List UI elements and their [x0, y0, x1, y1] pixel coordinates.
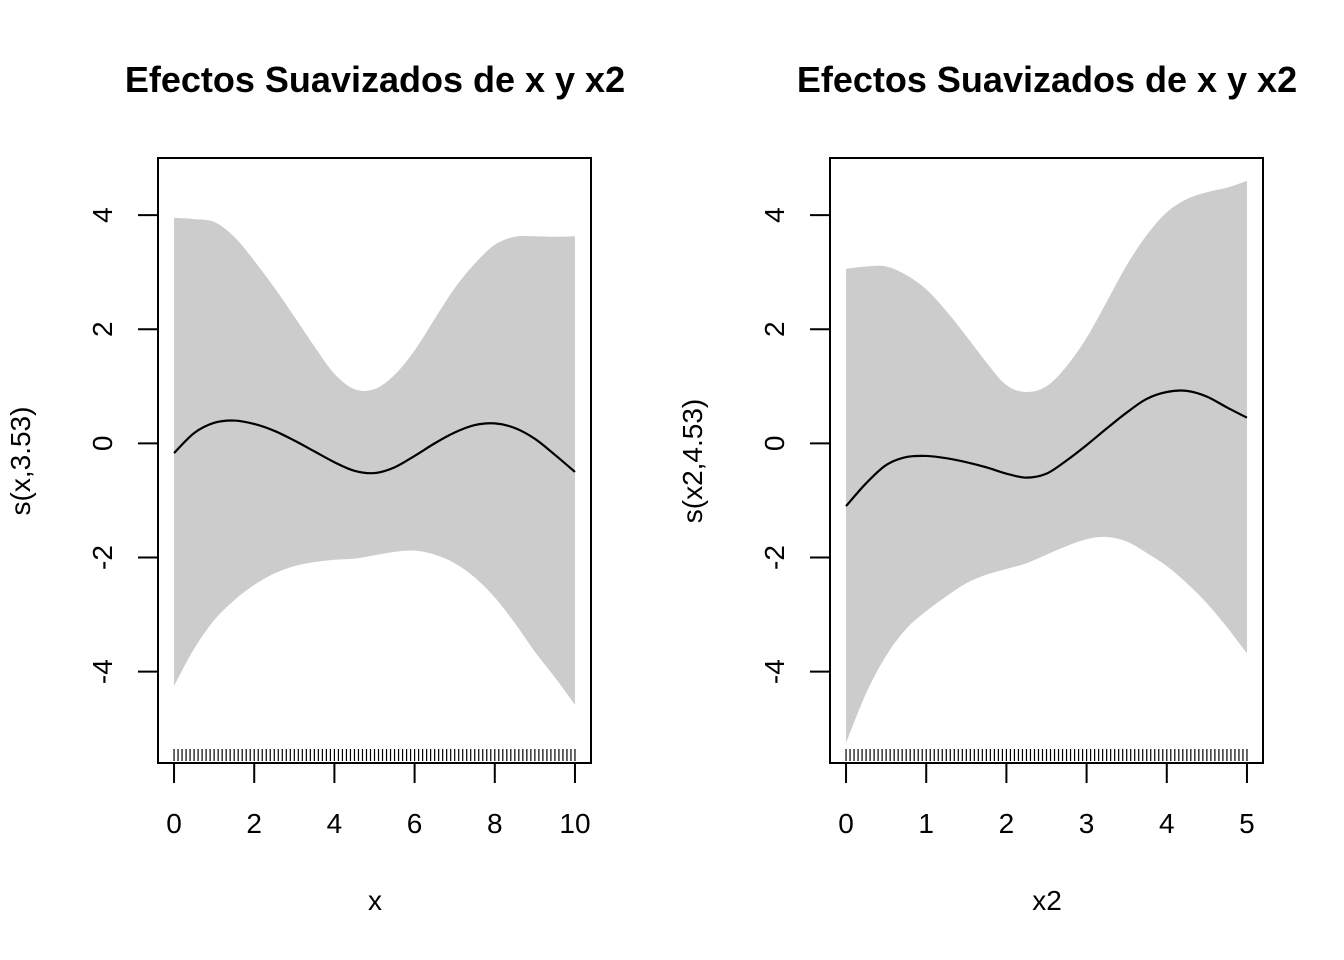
chart-title: Efectos Suavizados de x y x2 [125, 59, 625, 100]
x-tick-label: 5 [1239, 808, 1255, 839]
rug [173, 749, 576, 761]
y-tick-label: 0 [87, 436, 118, 452]
rug [845, 749, 1248, 761]
x-tick-label: 2 [246, 808, 262, 839]
confidence-band [174, 217, 575, 705]
x-tick-label: 0 [166, 808, 182, 839]
y-tick-label: 4 [87, 207, 118, 223]
y-tick-label: -2 [87, 545, 118, 570]
y-tick-label: -4 [87, 659, 118, 684]
smooth-fit-line [173, 419, 576, 475]
y-tick-label: -2 [759, 545, 790, 570]
y-axis-label: s(x,3.53) [5, 407, 36, 516]
x-tick-label: 4 [1159, 808, 1175, 839]
x-tick-label: 4 [327, 808, 343, 839]
confidence-band [846, 180, 1247, 744]
x-tick-label: 6 [407, 808, 423, 839]
y-tick-label: 4 [759, 207, 790, 223]
x-tick-label: 2 [999, 808, 1015, 839]
panel-smooth-x2: Efectos Suavizados de x y x2 x2 s(x2,4.5… [677, 59, 1297, 916]
x-tick-label: 1 [918, 808, 934, 839]
y-tick-label: 2 [87, 321, 118, 337]
smooth-fit-line [845, 389, 1248, 507]
x-tick-label: 3 [1079, 808, 1095, 839]
x-tick-label: 0 [838, 808, 854, 839]
x-tick-label: 10 [559, 808, 590, 839]
x-axis-label: x2 [1032, 885, 1062, 916]
x-axis-label: x [368, 885, 382, 916]
panel-smooth-x: Efectos Suavizados de x y x2 x s(x,3.53)… [5, 59, 625, 916]
chart-title: Efectos Suavizados de x y x2 [797, 59, 1297, 100]
y-tick-label: 0 [759, 436, 790, 452]
y-tick-label: 2 [759, 321, 790, 337]
y-tick-label: -4 [759, 659, 790, 684]
x-tick-label: 8 [487, 808, 503, 839]
y-axis-label: s(x2,4.53) [677, 399, 708, 524]
